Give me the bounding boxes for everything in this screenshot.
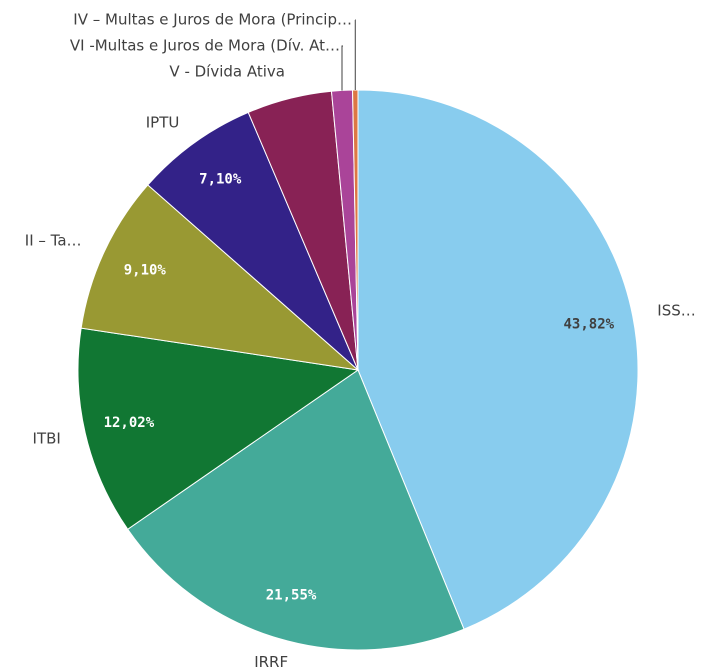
slice-label: II – Ta… [25,232,82,250]
pie-slice [80,184,360,371]
pie-slice [127,369,465,651]
value-label: 12,02% [104,415,155,431]
value-label: 9,10% [124,263,167,279]
value-label: 7,10% [199,171,242,187]
slice-label: IPTU [146,113,180,131]
value-label: 43,82% [563,317,614,333]
value-label: 21,55% [266,587,317,603]
slice-label: IV – Multas e Juros de Mora (Princip… [73,11,352,29]
slice-label: VI -Multas e Juros de Mora (Dív. At… [70,37,340,55]
slice-label: ISS… [657,302,695,320]
slice-label: ITBI [33,429,61,447]
pie-slice [357,89,639,630]
pie-slice [77,327,360,530]
slice-label: V - Dívida Ativa [169,63,285,81]
pie-slice [147,111,359,371]
slice-label: IRRF [254,653,288,669]
leader-line [341,45,343,91]
